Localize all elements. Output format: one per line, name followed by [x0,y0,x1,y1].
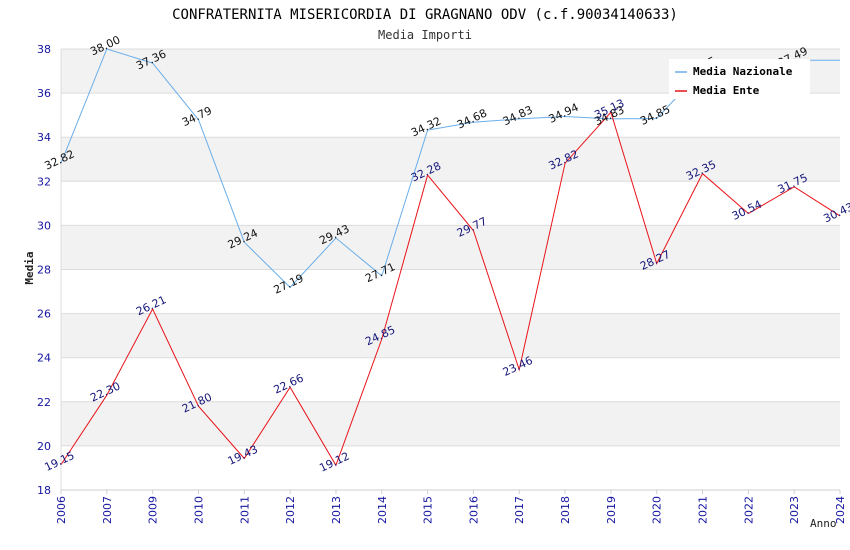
legend-box [669,59,810,99]
x-tick-label: 2024 [834,496,847,524]
y-tick-label: 32 [37,175,51,188]
x-tick-label: 2018 [559,496,572,524]
x-tick-label: 2012 [284,496,297,524]
x-tick-label: 2013 [330,496,343,524]
legend-label-nazionale: Media Nazionale [693,65,793,78]
x-tick-label: 2007 [101,496,114,524]
x-tick-label: 2019 [605,496,618,524]
x-tick-label: 2009 [147,496,160,524]
y-axis-label: Media [23,251,36,284]
plot-band [61,137,840,182]
y-tick-label: 36 [37,87,51,100]
x-tick-label: 2014 [376,496,389,524]
x-tick-label: 2017 [513,496,526,524]
x-tick-label: 2011 [238,496,251,524]
y-tick-label: 24 [37,352,51,365]
x-tick-label: 2006 [55,496,68,524]
plot-band [61,313,840,358]
x-tick-label: 2021 [697,496,710,524]
y-tick-label: 22 [37,396,51,409]
y-tick-label: 20 [37,440,51,453]
x-tick-label: 2016 [467,496,480,524]
chart-subtitle: Media Importi [378,28,472,42]
y-tick-label: 34 [37,131,51,144]
chart-title: CONFRATERNITA MISERICORDIA DI GRAGNANO O… [172,7,678,23]
y-tick-label: 18 [37,484,51,497]
legend-label-ente: Media Ente [693,84,760,97]
series-line-ente [60,111,841,467]
plot-band [61,225,840,270]
y-tick-label: 26 [37,308,51,321]
y-tick-label: 30 [37,219,51,232]
x-axis-label: Anno [810,517,837,530]
x-tick-label: 2020 [651,496,664,524]
y-axis-ticks: 18 20 22 24 26 28 30 32 34 36 38 [37,43,51,497]
y-tick-label: 28 [37,264,51,277]
x-tick-label: 2022 [742,496,755,524]
x-tick-label: 2015 [422,496,435,524]
x-tick-label: 2010 [192,496,205,524]
x-axis-ticks: 2006 2007 2009 2010 2011 2012 2013 2014 2015 2016… [55,490,847,524]
grid-lines [60,48,840,491]
legend: Media Nazionale Media Ente [669,59,810,99]
x-tick-label: 2023 [788,496,801,524]
y-tick-label: 38 [37,43,51,56]
plot-band [61,401,840,446]
